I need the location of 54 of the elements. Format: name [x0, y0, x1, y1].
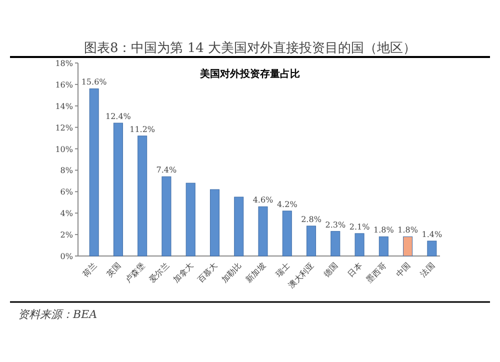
x-tick-label: 加勒比 — [220, 261, 244, 284]
data-label: 12.4% — [105, 112, 132, 122]
x-tick-label: 英国 — [104, 261, 123, 279]
bar — [403, 236, 413, 256]
y-tick-label: 12% — [55, 123, 74, 132]
bar — [354, 233, 364, 256]
data-label: 15.6% — [81, 78, 108, 87]
data-label: 7.4% — [156, 166, 178, 175]
y-tick-label: 6% — [60, 188, 74, 197]
x-tick-label: 卢森堡 — [123, 261, 147, 284]
x-tick-label: 墨西哥 — [364, 261, 388, 284]
text: 资料来源：BEA — [18, 308, 98, 321]
data-label: 2.1% — [349, 222, 370, 232]
bar — [330, 231, 340, 256]
y-tick-label: 18% — [55, 59, 74, 68]
data-label: 1.8% — [398, 226, 418, 235]
y-tick-label: 8% — [60, 166, 74, 176]
x-tick-label: 新加坡 — [244, 261, 268, 284]
y-tick-label: 4% — [60, 209, 74, 218]
data-label: 4.2% — [276, 200, 298, 209]
text: 美国对外投资存量占比 — [199, 68, 300, 80]
bar — [306, 226, 316, 256]
bar — [282, 210, 292, 256]
bar — [138, 136, 148, 256]
y-tick-label: 14% — [55, 102, 74, 111]
x-tick-label: 法国 — [418, 261, 436, 279]
data-label: 1.4% — [422, 230, 442, 239]
x-tick-label: 瑞士 — [274, 261, 292, 279]
bar — [186, 182, 196, 256]
data-label: 4.6% — [252, 196, 274, 205]
x-tick-label: 荷兰 — [80, 261, 98, 279]
x-tick-label: 日本 — [346, 261, 364, 279]
bar — [89, 88, 99, 256]
x-tick-label: 德国 — [322, 261, 340, 279]
bar — [258, 206, 268, 256]
x-tick-label: 加拿大 — [172, 261, 196, 284]
bar — [378, 236, 388, 256]
data-label: 2.8% — [301, 214, 322, 224]
data-label: 11.2% — [130, 124, 156, 134]
y-tick-label: 10% — [55, 144, 74, 154]
chart-title: 图表8：中国为第 14 大美国对外直接投资目的国（地区） — [84, 40, 416, 56]
data-label: 1.8% — [374, 226, 394, 235]
y-tick-label: 2% — [60, 230, 74, 240]
y-tick-label: 0% — [60, 252, 74, 261]
bar — [162, 176, 172, 256]
x-tick-label: 中国 — [394, 261, 412, 279]
bar — [234, 196, 244, 256]
data-label: 2.3% — [325, 220, 346, 230]
bar — [427, 240, 437, 256]
bar — [113, 122, 123, 256]
bar — [210, 189, 220, 256]
x-tick-label: 百慕大 — [196, 261, 220, 284]
y-tick-label: 16% — [55, 80, 74, 90]
x-tick-label: 爱尔兰 — [148, 261, 171, 284]
